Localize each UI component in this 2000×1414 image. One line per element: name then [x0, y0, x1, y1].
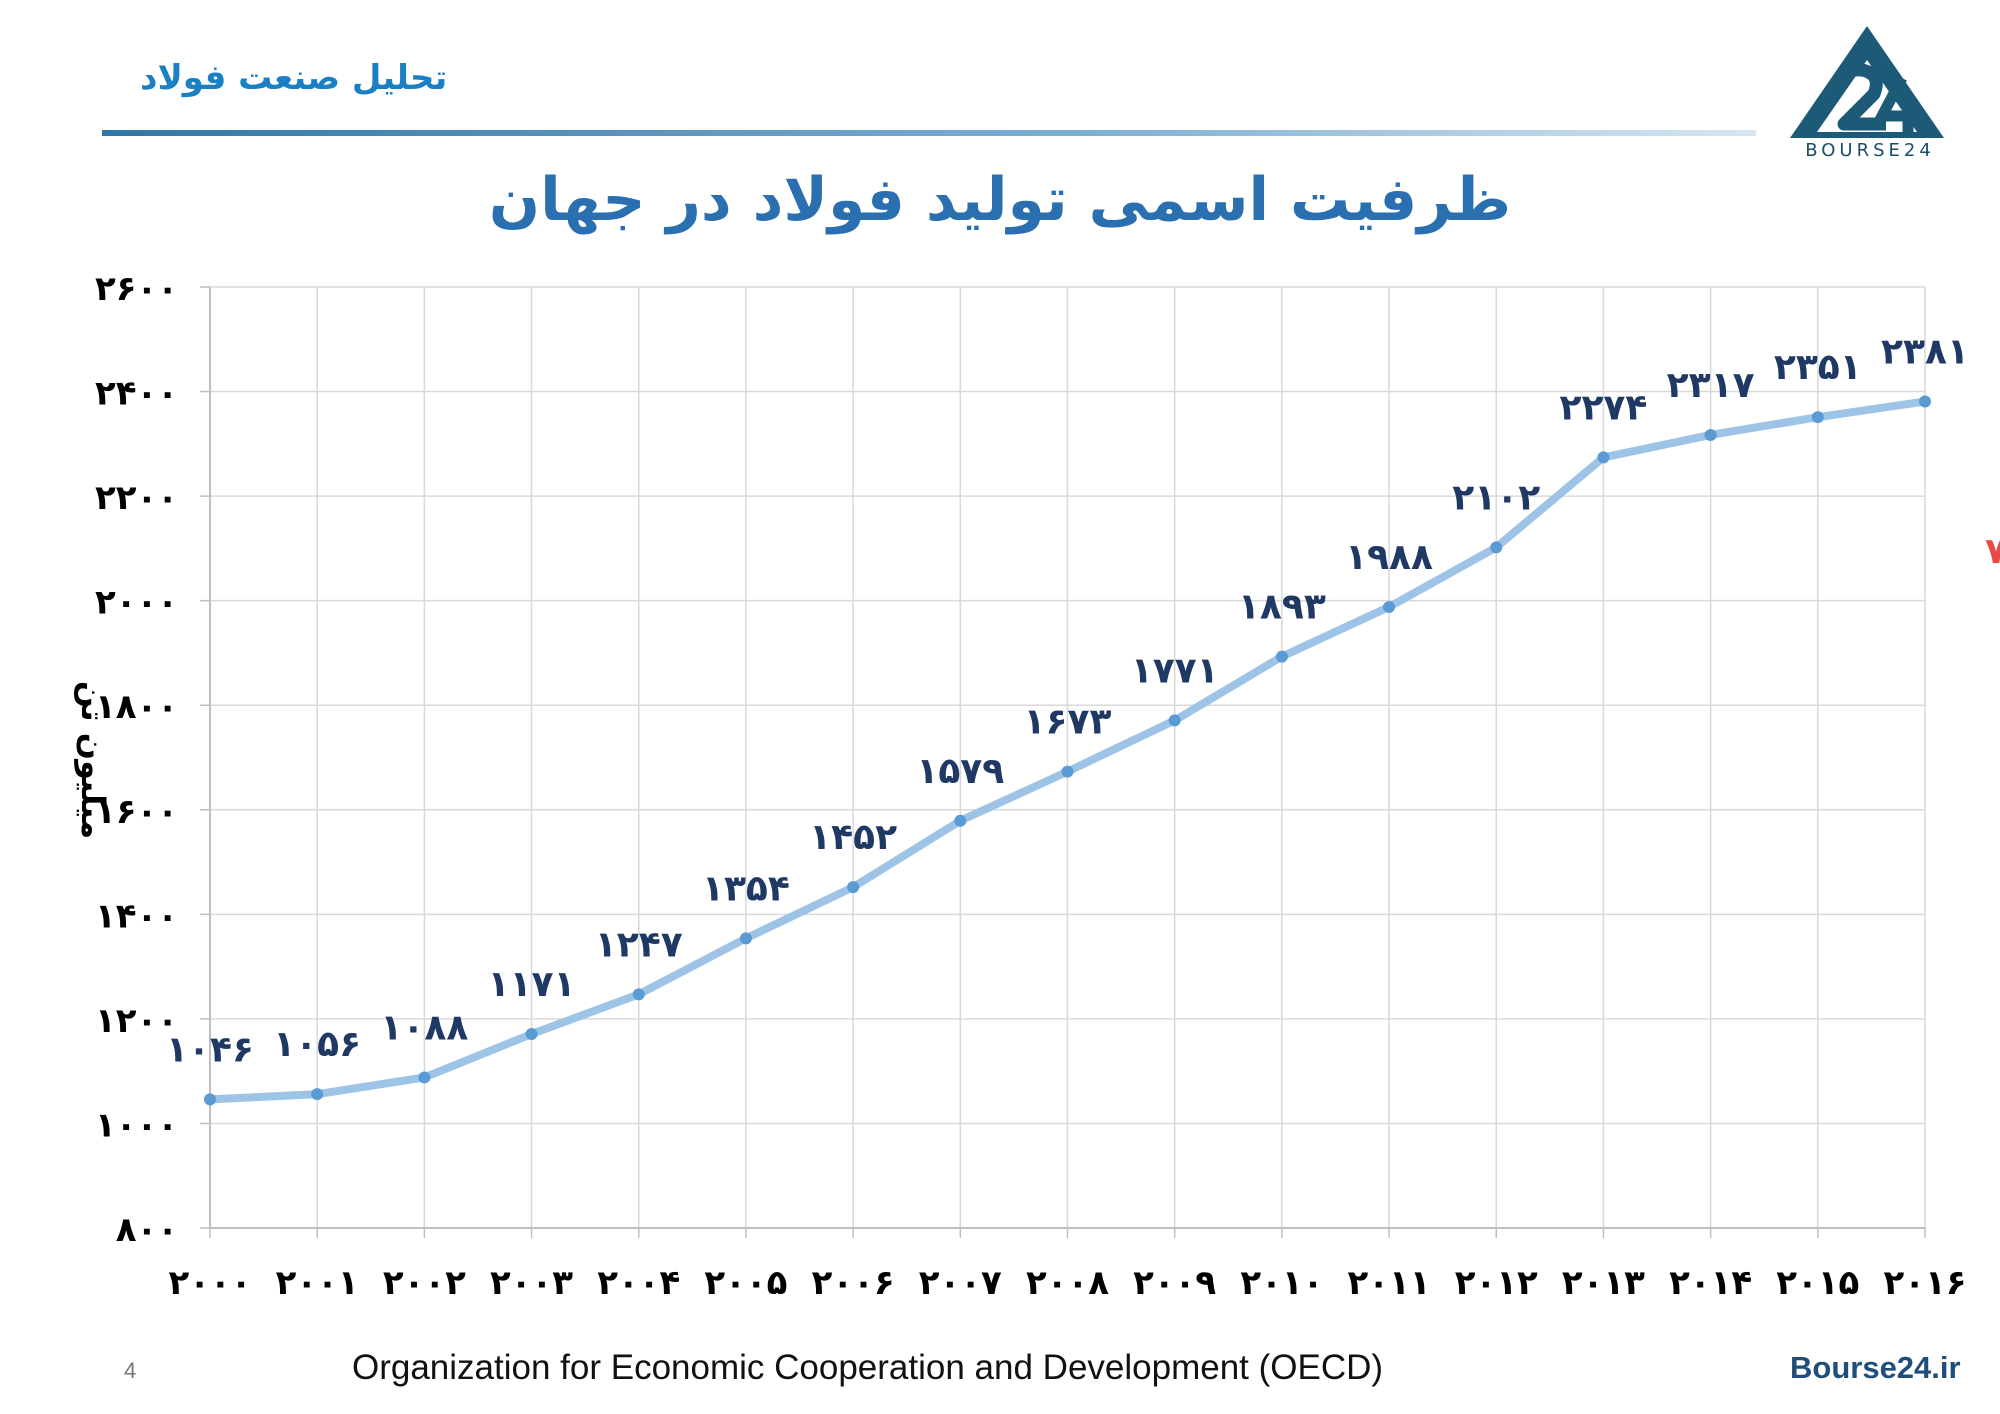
data-point: [1168, 714, 1181, 727]
data-label: ۱۰۸۸: [380, 1007, 468, 1048]
data-label: ۱۹۸۸: [1345, 537, 1433, 578]
data-point: [1383, 600, 1396, 613]
y-tick-label: ۲۲۰۰: [95, 478, 178, 518]
data-point: [525, 1028, 538, 1041]
bourse24-logo-icon: [1790, 26, 1944, 138]
y-tick-label: ۱۴۰۰: [95, 896, 178, 936]
x-tick-label: ۲۰۰۰: [168, 1263, 251, 1303]
data-point: [1597, 451, 1610, 464]
x-tick-label: ۲۰۰۷: [919, 1263, 1002, 1303]
y-tick-label: ۱۲۰۰: [95, 1001, 178, 1041]
data-point: [1704, 428, 1717, 441]
x-tick-label: ۲۰۰۳: [490, 1263, 573, 1303]
data-point: [954, 814, 967, 827]
data-label: ۱۱۷۱: [488, 964, 576, 1005]
x-tick-label: ۲۰۰۶: [812, 1263, 895, 1303]
data-point: [311, 1088, 324, 1101]
data-point: [847, 881, 860, 894]
chart-title: ظرفیت اسمی تولید فولاد در جهان: [488, 165, 1512, 235]
x-tick-label: ۲۰۱۵: [1776, 1263, 1859, 1303]
data-point: [1811, 411, 1824, 424]
data-label: ۱۰۴۶: [166, 1029, 254, 1070]
data-point: [632, 988, 645, 1001]
data-label: ۲۳۸۱: [1881, 331, 1969, 372]
data-point: [1490, 541, 1503, 554]
x-tick-label: ۲۰۰۹: [1133, 1263, 1216, 1303]
header-divider: [102, 130, 1756, 136]
x-tick-label: ۲۰۱۲: [1455, 1263, 1538, 1303]
data-label: ۱۳۵۴: [702, 868, 790, 909]
source-note: Organization for Economic Cooperation an…: [352, 1348, 1384, 1387]
y-tick-label: ۱۶۰۰: [95, 792, 178, 832]
data-point: [739, 932, 752, 945]
data-point: [1919, 395, 1931, 408]
x-tick-label: ۲۰۱۶: [1883, 1263, 1966, 1303]
capacity-annotation: میلیون تن ۷۵۰: [1985, 531, 2000, 572]
y-tick-label: ۲۴۰۰: [95, 374, 178, 414]
y-tick-label: ۸۰۰: [116, 1210, 178, 1250]
y-tick-label: ۱۸۰۰: [95, 687, 178, 727]
data-label: ۱۷۷۱: [1131, 650, 1219, 691]
x-tick-label: ۲۰۰۱: [276, 1263, 359, 1303]
x-tick-label: ۲۰۱۴: [1669, 1263, 1752, 1303]
x-tick-label: ۲۰۰۸: [1026, 1263, 1109, 1303]
y-axis-title: میلیون تن: [74, 681, 112, 839]
data-label: ۱۰۵۶: [273, 1024, 361, 1065]
y-tick-label: ۲۰۰۰: [95, 583, 178, 623]
data-label: ۲۱۰۲: [1452, 477, 1540, 518]
data-point: [1275, 650, 1288, 663]
data-label: ۱۶۷۳: [1024, 702, 1112, 743]
data-point: [418, 1071, 431, 1084]
logo-text: BOURSE24: [1805, 140, 1935, 161]
x-tick-label: ۲۰۱۰: [1240, 1263, 1323, 1303]
data-label: ۲۳۱۷: [1667, 365, 1755, 406]
data-point: [1061, 765, 1074, 778]
data-label: ۲۳۵۱: [1774, 347, 1862, 388]
data-label: ۱۲۴۷: [595, 924, 683, 965]
header-title: تحلیل صنعت فولاد: [140, 58, 448, 98]
data-point: [204, 1093, 216, 1106]
y-tick-label: ۱۰۰۰: [95, 1105, 178, 1145]
data-label: ۱۸۹۳: [1238, 587, 1326, 628]
data-label: ۱۴۵۲: [809, 817, 897, 858]
x-tick-label: ۲۰۱۱: [1348, 1263, 1431, 1303]
y-tick-label: ۲۶۰۰: [95, 269, 178, 309]
x-tick-label: ۲۰۱۳: [1562, 1263, 1645, 1303]
data-label: ۲۲۷۴: [1559, 387, 1647, 428]
x-tick-label: ۲۰۰۴: [597, 1263, 680, 1303]
data-label: ۱۵۷۹: [916, 751, 1004, 792]
page-number: 4: [124, 1358, 137, 1383]
x-tick-label: ۲۰۰۵: [704, 1263, 787, 1303]
x-tick-label: ۲۰۰۲: [383, 1263, 466, 1303]
site-link[interactable]: Bourse24.ir: [1790, 1350, 1961, 1385]
